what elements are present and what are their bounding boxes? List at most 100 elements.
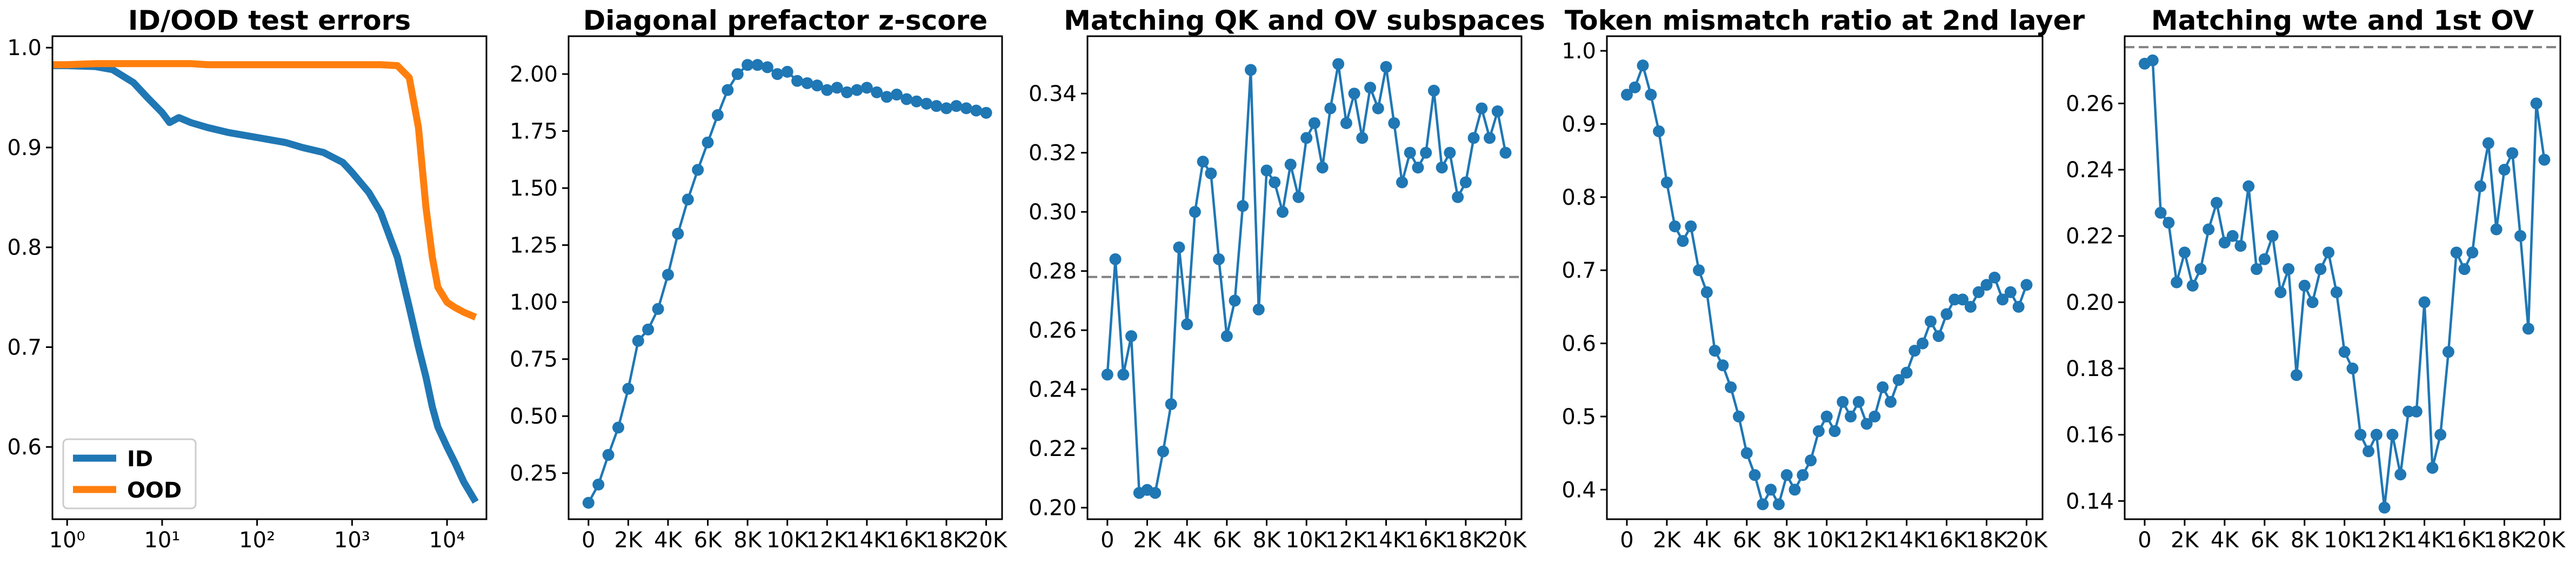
data-point [1749, 469, 1761, 481]
x-tick-label: 6K [1733, 528, 1761, 553]
data-point [1700, 286, 1713, 298]
data-point [791, 75, 804, 87]
y-tick-label: 0.7 [1561, 258, 1596, 283]
x-tick-label: 12K [2364, 528, 2406, 553]
data-point [1427, 84, 1440, 97]
data-point [1125, 330, 1138, 343]
data-point [582, 497, 595, 509]
data-point [1717, 359, 1729, 372]
x-tick-label: 12K [806, 528, 849, 553]
data-point [1685, 220, 1697, 232]
data-point [1420, 146, 1432, 159]
data-point [1467, 132, 1480, 144]
y-tick-label: 1.50 [510, 176, 558, 201]
y-tick-label: 2.00 [510, 62, 558, 87]
y-tick-label: 0.16 [2066, 423, 2114, 448]
data-point [1380, 61, 1392, 73]
data-point [2251, 263, 2263, 276]
y-tick-label: 0.32 [1029, 141, 1077, 166]
data-point [1220, 330, 1233, 343]
data-point [1284, 158, 1297, 171]
data-point [2363, 445, 2375, 458]
data-point [2514, 230, 2527, 242]
data-point [642, 323, 655, 336]
data-point [1980, 279, 1993, 291]
y-tick-label: 1.0 [1561, 39, 1596, 64]
x-tick-label: 10³ [334, 528, 370, 553]
data-point [1788, 484, 1801, 496]
data-point [722, 84, 734, 96]
data-point [2442, 346, 2454, 358]
series-line [587, 63, 987, 504]
data-point [2186, 279, 2199, 292]
x-tick-label: 2K [1653, 528, 1681, 553]
data-point [821, 84, 833, 96]
data-point [1877, 381, 1889, 393]
data-point [2218, 237, 2231, 249]
data-point [1364, 82, 1377, 94]
x-tick-label: 2K [2171, 528, 2199, 553]
data-point [2146, 54, 2159, 66]
data-point [2522, 323, 2534, 335]
x-tick-label: 8K [733, 528, 762, 553]
data-point [2163, 217, 2175, 229]
data-point [1499, 146, 1512, 159]
data-point [1260, 164, 1273, 177]
data-point [831, 82, 843, 94]
y-tick-label: 0.24 [2066, 158, 2114, 183]
x-tick-label: 10K [2324, 528, 2366, 553]
data-point [2258, 253, 2271, 265]
data-point [652, 303, 664, 315]
x-tick-label: 20K [965, 528, 1008, 553]
data-point [1165, 398, 1177, 411]
data-point [2290, 369, 2303, 381]
data-point [1197, 156, 1209, 168]
data-point [1372, 102, 1384, 115]
data-point [960, 102, 972, 115]
data-point [1988, 271, 2001, 284]
data-point [841, 86, 853, 98]
data-point [1997, 293, 2009, 306]
data-point [1845, 410, 1857, 423]
data-point [1436, 162, 1448, 174]
axes-frame [1606, 35, 2044, 520]
chart-title: ID/OOD test errors [128, 5, 411, 36]
data-point [1908, 345, 1921, 357]
data-point [1332, 58, 1345, 70]
data-point [2274, 286, 2287, 298]
data-point [1740, 447, 1753, 459]
data-point [2194, 263, 2207, 276]
y-tick-label: 0.8 [1561, 185, 1596, 210]
x-tick-label: 8K [1773, 528, 1801, 553]
data-point [811, 79, 823, 92]
data-point [1709, 345, 1721, 357]
data-point [612, 421, 624, 434]
x-tick-label: 0 [1620, 528, 1633, 553]
data-point [1629, 81, 1641, 93]
data-point [1308, 117, 1320, 129]
data-point [860, 82, 873, 94]
data-point [1892, 374, 1905, 386]
data-point [1780, 469, 1793, 481]
data-point [2226, 230, 2239, 242]
y-tick-label: 0.25 [510, 461, 558, 486]
chart-title: Matching QK and OV subspaces [1064, 5, 1545, 36]
series-line [1626, 64, 2028, 506]
y-tick-label: 0.20 [1029, 496, 1077, 521]
data-point [1491, 105, 1504, 118]
data-point [2370, 428, 2383, 441]
series-line [1106, 63, 1507, 494]
data-point [1229, 294, 1241, 307]
x-tick-label: 0 [1100, 528, 1114, 553]
data-point [900, 93, 913, 105]
data-point [1213, 253, 1225, 265]
data-point [1620, 89, 1633, 101]
data-point [1820, 410, 1833, 423]
axes-frame [2124, 35, 2561, 520]
x-tick-label: 12K [1846, 528, 1888, 553]
data-point [1316, 162, 1329, 174]
data-point [1324, 102, 1337, 115]
data-point [1117, 368, 1130, 381]
data-point [742, 59, 754, 71]
y-tick-label: 0.6 [1561, 332, 1596, 357]
